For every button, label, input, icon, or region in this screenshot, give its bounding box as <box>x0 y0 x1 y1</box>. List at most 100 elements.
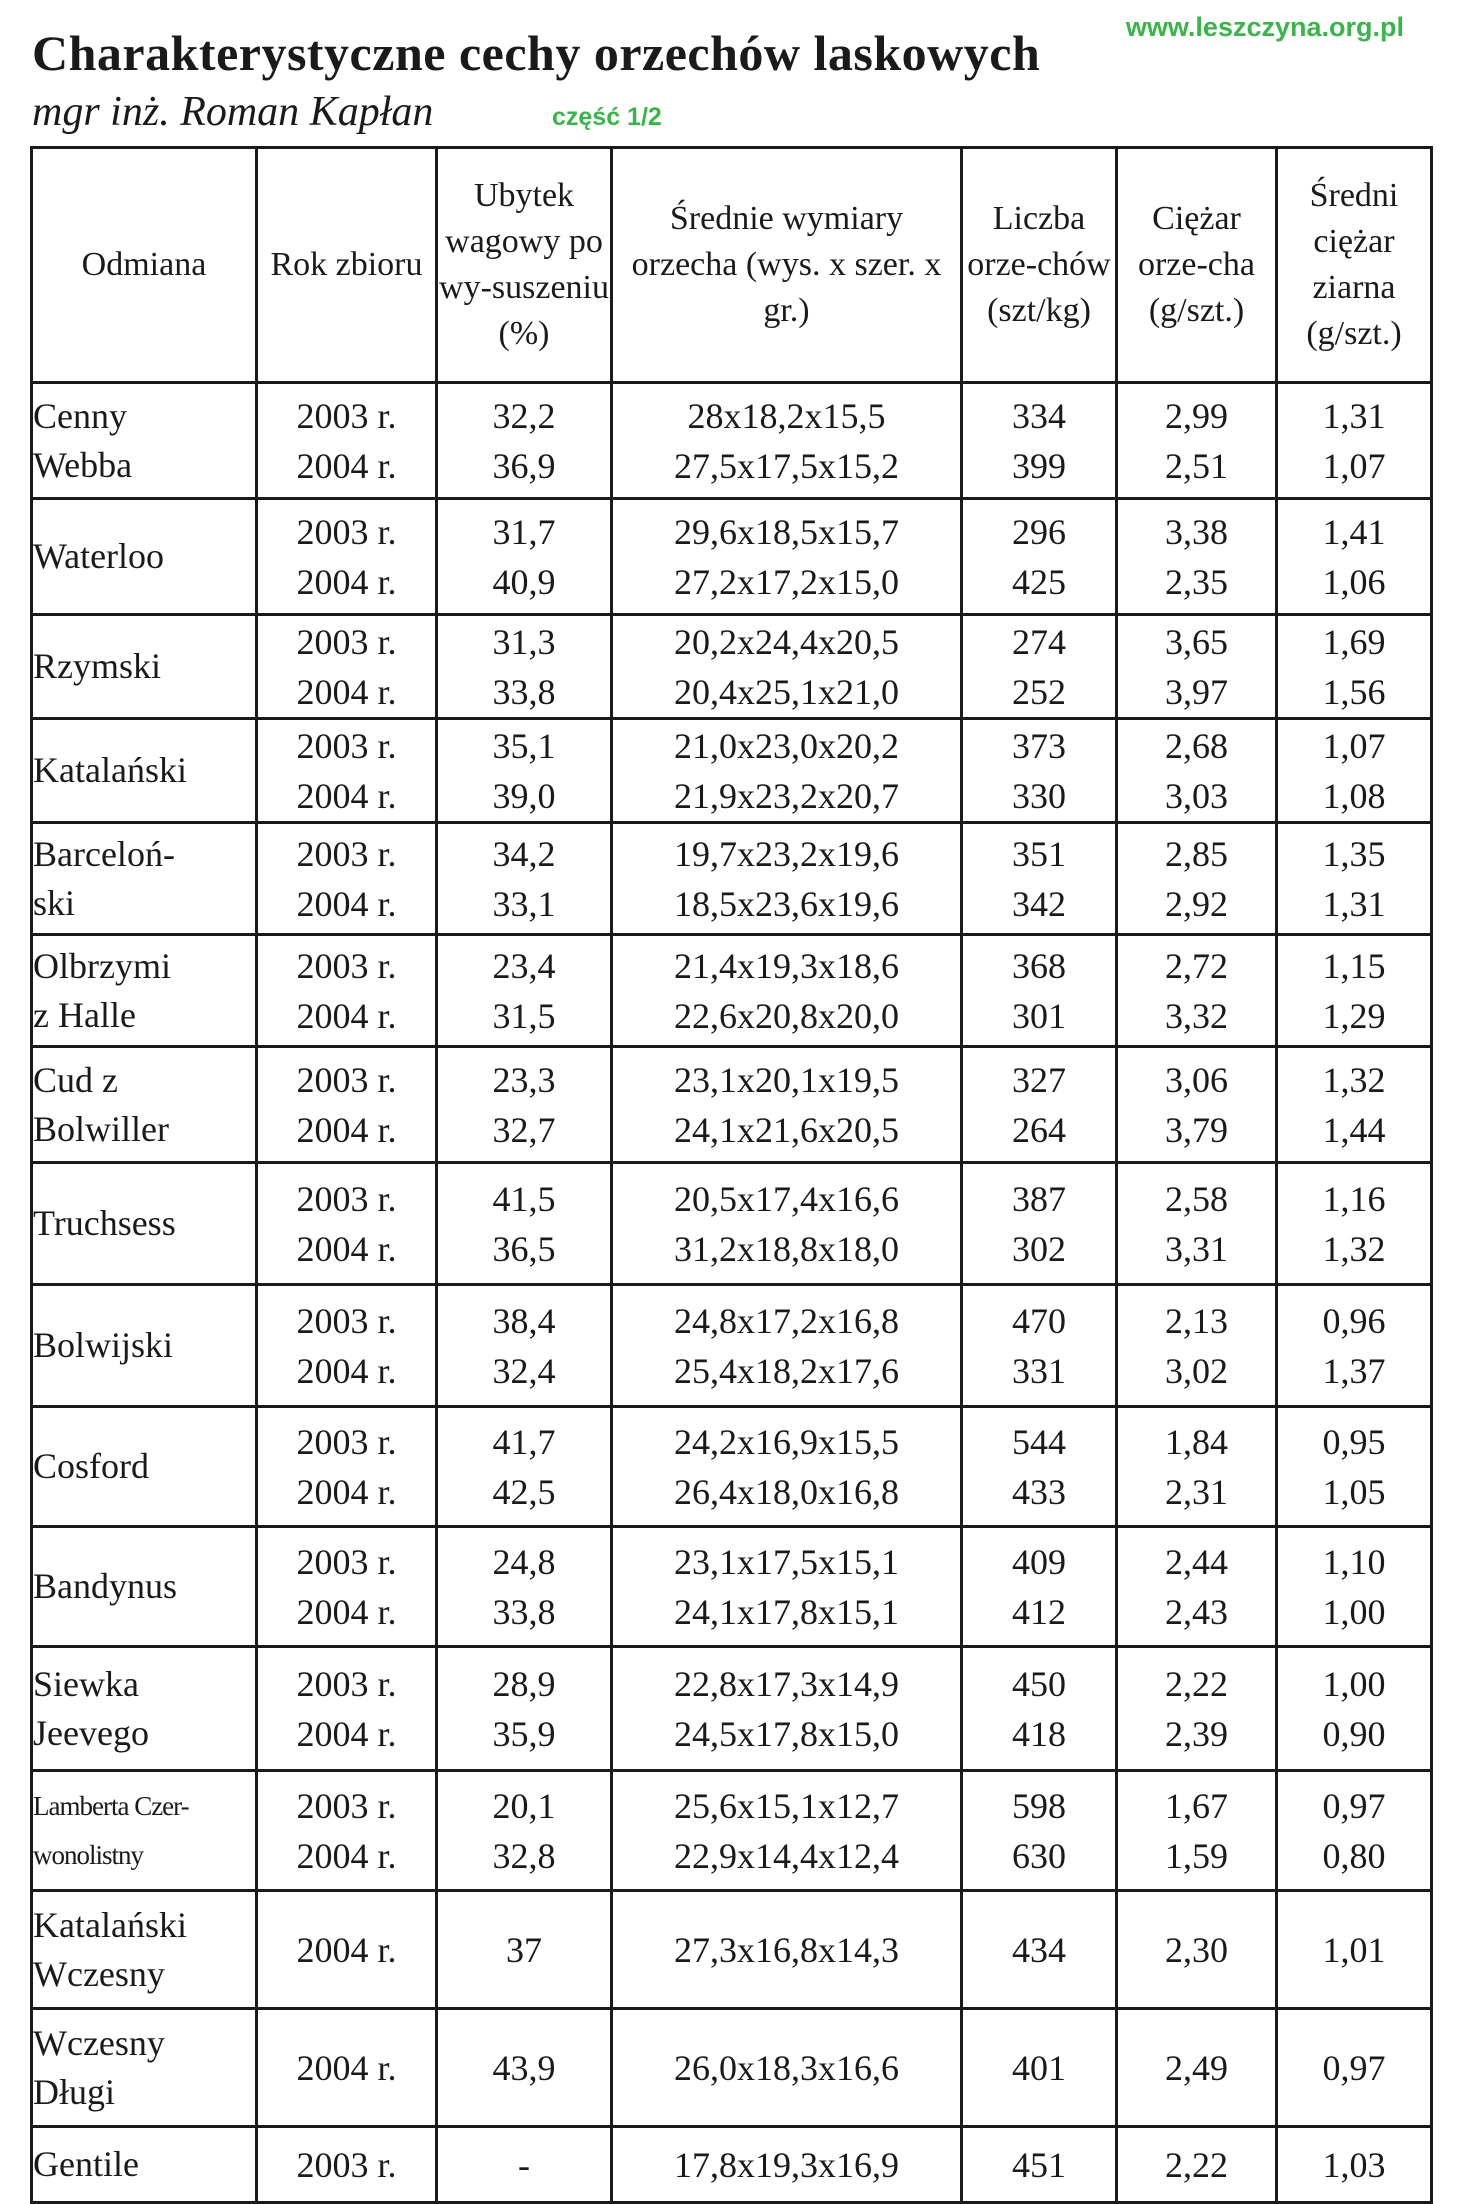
cell-kernel-weight: 0,97 0,80 <box>1275 1769 1433 1892</box>
cell-count-line: 418 <box>1012 1713 1066 1754</box>
table-row: Lamberta Czer-wonolistny 2003 r. 2004 r. 20… <box>30 1769 1433 1892</box>
author-line: mgr inż. Roman Kapłan <box>32 89 434 135</box>
header-nut-weight: Ciężar orze-cha (g/szt.) <box>1115 146 1278 384</box>
cell-kernel-weight: 1,41 1,06 <box>1275 497 1433 616</box>
cell-year-line: 2003 r. <box>296 1663 397 1704</box>
cell-kernel-weight-line: 0,80 <box>1322 1835 1386 1876</box>
cell-count: 451 <box>960 2125 1118 2204</box>
cell-kernel-weight-line: 1,31 <box>1322 883 1386 924</box>
cell-count: 351 342 <box>960 821 1118 936</box>
cell-dimensions-line: 20,5x17,4x16,6 <box>674 1178 899 1219</box>
cell-nut-weight-line: 2,51 <box>1165 445 1228 486</box>
cell-year-line: 2004 r. <box>296 1713 397 1754</box>
cell-year: 2003 r. 2004 r. <box>255 717 438 824</box>
cell-nut-weight: 2,85 2,92 <box>1115 821 1278 936</box>
cell-year: 2003 r. 2004 r. <box>255 1405 438 1528</box>
cell-nut-weight-line: 2,49 <box>1165 2047 1228 2088</box>
cell-nut-weight: 2,22 2,39 <box>1115 1645 1278 1772</box>
cell-kernel-weight-line: 1,07 <box>1322 725 1386 766</box>
cell-dimensions-line: 24,5x17,8x15,0 <box>674 1713 899 1754</box>
cell-dimensions-line: 24,2x16,9x15,5 <box>674 1421 899 1462</box>
table-row: Bandynus 2003 r. 2004 r. 24,8 33,8 23,1x17,5x… <box>30 1525 1433 1648</box>
cell-weight-loss: 23,4 31,5 <box>435 933 613 1048</box>
cell-count: 450 418 <box>960 1645 1118 1772</box>
cell-nut-weight: 2,49 <box>1115 2007 1278 2128</box>
cell-year: 2003 r. 2004 r. <box>255 613 438 720</box>
cell-count-line: 331 <box>1012 1350 1066 1391</box>
cell-variety-line: Olbrzymi <box>33 945 171 986</box>
cell-year: 2003 r. 2004 r. <box>255 1161 438 1286</box>
cell-dimensions-line: 24,1x17,8x15,1 <box>674 1591 899 1632</box>
cell-count: 274 252 <box>960 613 1118 720</box>
cell-kernel-weight-line: 0,97 <box>1322 2047 1386 2088</box>
cell-variety-line: Siewka <box>33 1663 139 1704</box>
cell-year-line: 2003 r. <box>296 833 397 874</box>
cell-year-line: 2004 r. <box>296 1228 397 1269</box>
cell-variety-line: Barceloń- <box>33 833 175 874</box>
header-dimensions: Średnie wymiary orzecha (wys. x szer. x … <box>610 146 963 384</box>
cell-variety: Olbrzymi z Halle <box>30 933 258 1048</box>
cell-nut-weight-line: 1,84 <box>1165 1421 1228 1462</box>
cell-count-line: 544 <box>1012 1421 1066 1462</box>
table-row: Rzymski 2003 r. 2004 r. 31,3 33,8 20,2x24,4x2… <box>30 613 1433 720</box>
cell-weight-loss-line: 38,4 <box>492 1300 556 1341</box>
cell-variety-line: ski <box>33 882 76 923</box>
table-row: Cud z Bolwiller 2003 r. 2004 r. 23,3 32,7 23,1… <box>30 1045 1433 1164</box>
cell-kernel-weight: 0,95 1,05 <box>1275 1405 1433 1528</box>
cell-year: 2003 r. 2004 r. <box>255 497 438 616</box>
cell-dimensions-line: 19,7x23,2x19,6 <box>674 833 899 874</box>
cell-dimensions: 28x18,2x15,5 27,5x17,5x15,2 <box>610 381 963 500</box>
table-row: Olbrzymi z Halle 2003 r. 2004 r. 23,4 31,5 21,… <box>30 933 1433 1048</box>
cell-dimensions-line: 24,8x17,2x16,8 <box>674 1300 899 1341</box>
cell-dimensions: 21,0x23,0x20,2 21,9x23,2x20,7 <box>610 717 963 824</box>
cell-weight-loss: - <box>435 2125 613 2204</box>
header-count: Liczba orze-chów (szt/kg) <box>960 146 1118 384</box>
cell-nut-weight: 2,30 <box>1115 1889 1278 2010</box>
cell-count-line: 450 <box>1012 1663 1066 1704</box>
cell-year: 2003 r. 2004 r. <box>255 381 438 500</box>
cell-dimensions: 23,1x20,1x19,5 24,1x21,6x20,5 <box>610 1045 963 1164</box>
cell-variety-line: Waterloo <box>33 536 165 576</box>
cell-variety-line: Rzymski <box>33 646 162 686</box>
cell-variety-line: Bolwijski <box>33 1325 174 1365</box>
cell-kernel-weight-line: 1,16 <box>1322 1178 1386 1219</box>
cell-year-line: 2003 r. <box>296 1541 397 1582</box>
cell-dimensions-line: 20,2x24,4x20,5 <box>674 621 899 662</box>
cell-weight-loss: 34,2 33,1 <box>435 821 613 936</box>
cell-variety: Cud z Bolwiller <box>30 1045 258 1164</box>
cell-nut-weight-line: 2,30 <box>1165 1929 1228 1970</box>
cell-weight-loss-line: 24,8 <box>492 1541 556 1582</box>
cell-nut-weight-line: 2,72 <box>1165 945 1228 986</box>
cell-dimensions: 19,7x23,2x19,6 18,5x23,6x19,6 <box>610 821 963 936</box>
cell-year: 2003 r. 2004 r. <box>255 1283 438 1408</box>
table-row: Bolwijski 2003 r. 2004 r. 38,4 32,4 24,8x17,2… <box>30 1283 1433 1408</box>
cell-year-line: 2003 r. <box>296 1421 397 1462</box>
cell-nut-weight: 2,72 3,32 <box>1115 933 1278 1048</box>
cell-weight-loss-line: 32,2 <box>492 395 556 436</box>
header-kernel-weight: Średni ciężar ziarna (g/szt.) <box>1275 146 1433 384</box>
cell-count-line: 373 <box>1012 725 1066 766</box>
cell-year: 2003 r. 2004 r. <box>255 1769 438 1892</box>
cell-count: 401 <box>960 2007 1118 2128</box>
cell-kernel-weight-line: 1,08 <box>1322 775 1386 816</box>
cell-year-line: 2003 r. <box>296 1059 397 1100</box>
cell-nut-weight: 2,99 2,51 <box>1115 381 1278 500</box>
cell-nut-weight-line: 2,58 <box>1165 1178 1228 1219</box>
cell-count: 327 264 <box>960 1045 1118 1164</box>
cell-kernel-weight-line: 1,03 <box>1322 2144 1386 2185</box>
cell-kernel-weight: 1,35 1,31 <box>1275 821 1433 936</box>
cell-dimensions-line: 29,6x18,5x15,7 <box>674 511 899 552</box>
table-row: Cenny Webba 2003 r. 2004 r. 32,2 36,9 28x18,2x… <box>30 381 1433 500</box>
cell-count-line: 330 <box>1012 775 1066 816</box>
cell-weight-loss: 35,1 39,0 <box>435 717 613 824</box>
cell-year: 2003 r. 2004 r. <box>255 1525 438 1648</box>
cell-weight-loss: 32,2 36,9 <box>435 381 613 500</box>
cell-variety-line: Cud z <box>33 1059 118 1100</box>
cell-weight-loss-line: 23,4 <box>492 945 556 986</box>
table-header-row: Odmiana Rok zbioru Ubytek wagowy po wy-s… <box>30 146 1433 384</box>
cell-variety: Katalański <box>30 717 258 824</box>
table-row: Katalański Wczesny 2004 r. 37 27,3x16,8x14,3… <box>30 1889 1433 2010</box>
cell-weight-loss-line: 36,5 <box>492 1228 556 1269</box>
cell-dimensions-line: 22,6x20,8x20,0 <box>674 995 899 1036</box>
cell-weight-loss-line: 32,8 <box>492 1835 556 1876</box>
